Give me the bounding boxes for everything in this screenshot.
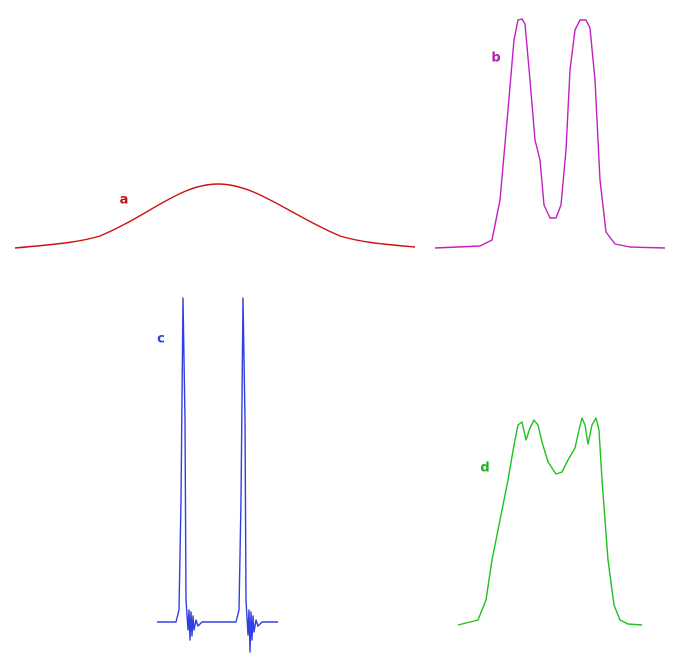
curve-a [14,183,416,249]
label-c: c [157,332,165,347]
label-a: a [120,193,129,208]
curve-c [157,297,278,653]
curve-d [457,417,643,626]
label-b: b [491,51,500,66]
curve-b [434,18,666,249]
label-d: d [480,461,489,476]
